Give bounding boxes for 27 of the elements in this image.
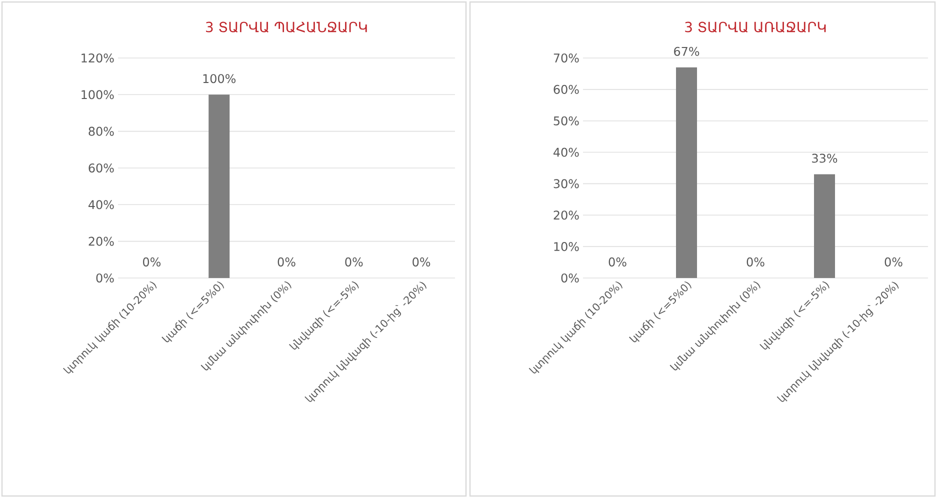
data-label: 0% bbox=[608, 257, 626, 266]
data-label: 0% bbox=[412, 257, 430, 266]
y-tick-label: 20% bbox=[554, 210, 579, 220]
y-tick-label: 40% bbox=[88, 200, 114, 210]
data-label: 0% bbox=[143, 257, 161, 266]
y-tick-label: 100% bbox=[82, 90, 114, 100]
data-label: 67% bbox=[674, 46, 700, 56]
y-tick-label: 0% bbox=[96, 273, 114, 283]
data-label: 0% bbox=[884, 257, 902, 266]
y-tick-label: 80% bbox=[88, 126, 114, 136]
y-tick-label: 20% bbox=[88, 236, 114, 246]
data-label: 100% bbox=[203, 74, 236, 84]
y-tick-label: 10% bbox=[554, 242, 579, 252]
chart-title: 3 ՏԱՐՎԱ ՊԱՀԱՆՋԱՐԿ bbox=[206, 22, 367, 32]
data-label: 0% bbox=[278, 257, 296, 266]
y-tick-label: 70% bbox=[554, 53, 579, 63]
y-tick-label: 60% bbox=[88, 163, 114, 173]
data-label: 0% bbox=[345, 257, 363, 266]
y-tick-label: 50% bbox=[554, 116, 579, 126]
y-tick-label: 60% bbox=[554, 84, 579, 94]
data-label: 33% bbox=[812, 154, 838, 163]
y-tick-label: 40% bbox=[553, 148, 579, 157]
chart-title: 3 ՏԱՐՎԱ ԱՌԱՋԱՐԿ bbox=[685, 22, 826, 32]
y-tick-label: 30% bbox=[554, 179, 579, 188]
y-tick-label: 120% bbox=[82, 53, 114, 63]
y-tick-label: 0% bbox=[561, 273, 579, 283]
data-label: 0% bbox=[746, 257, 764, 266]
